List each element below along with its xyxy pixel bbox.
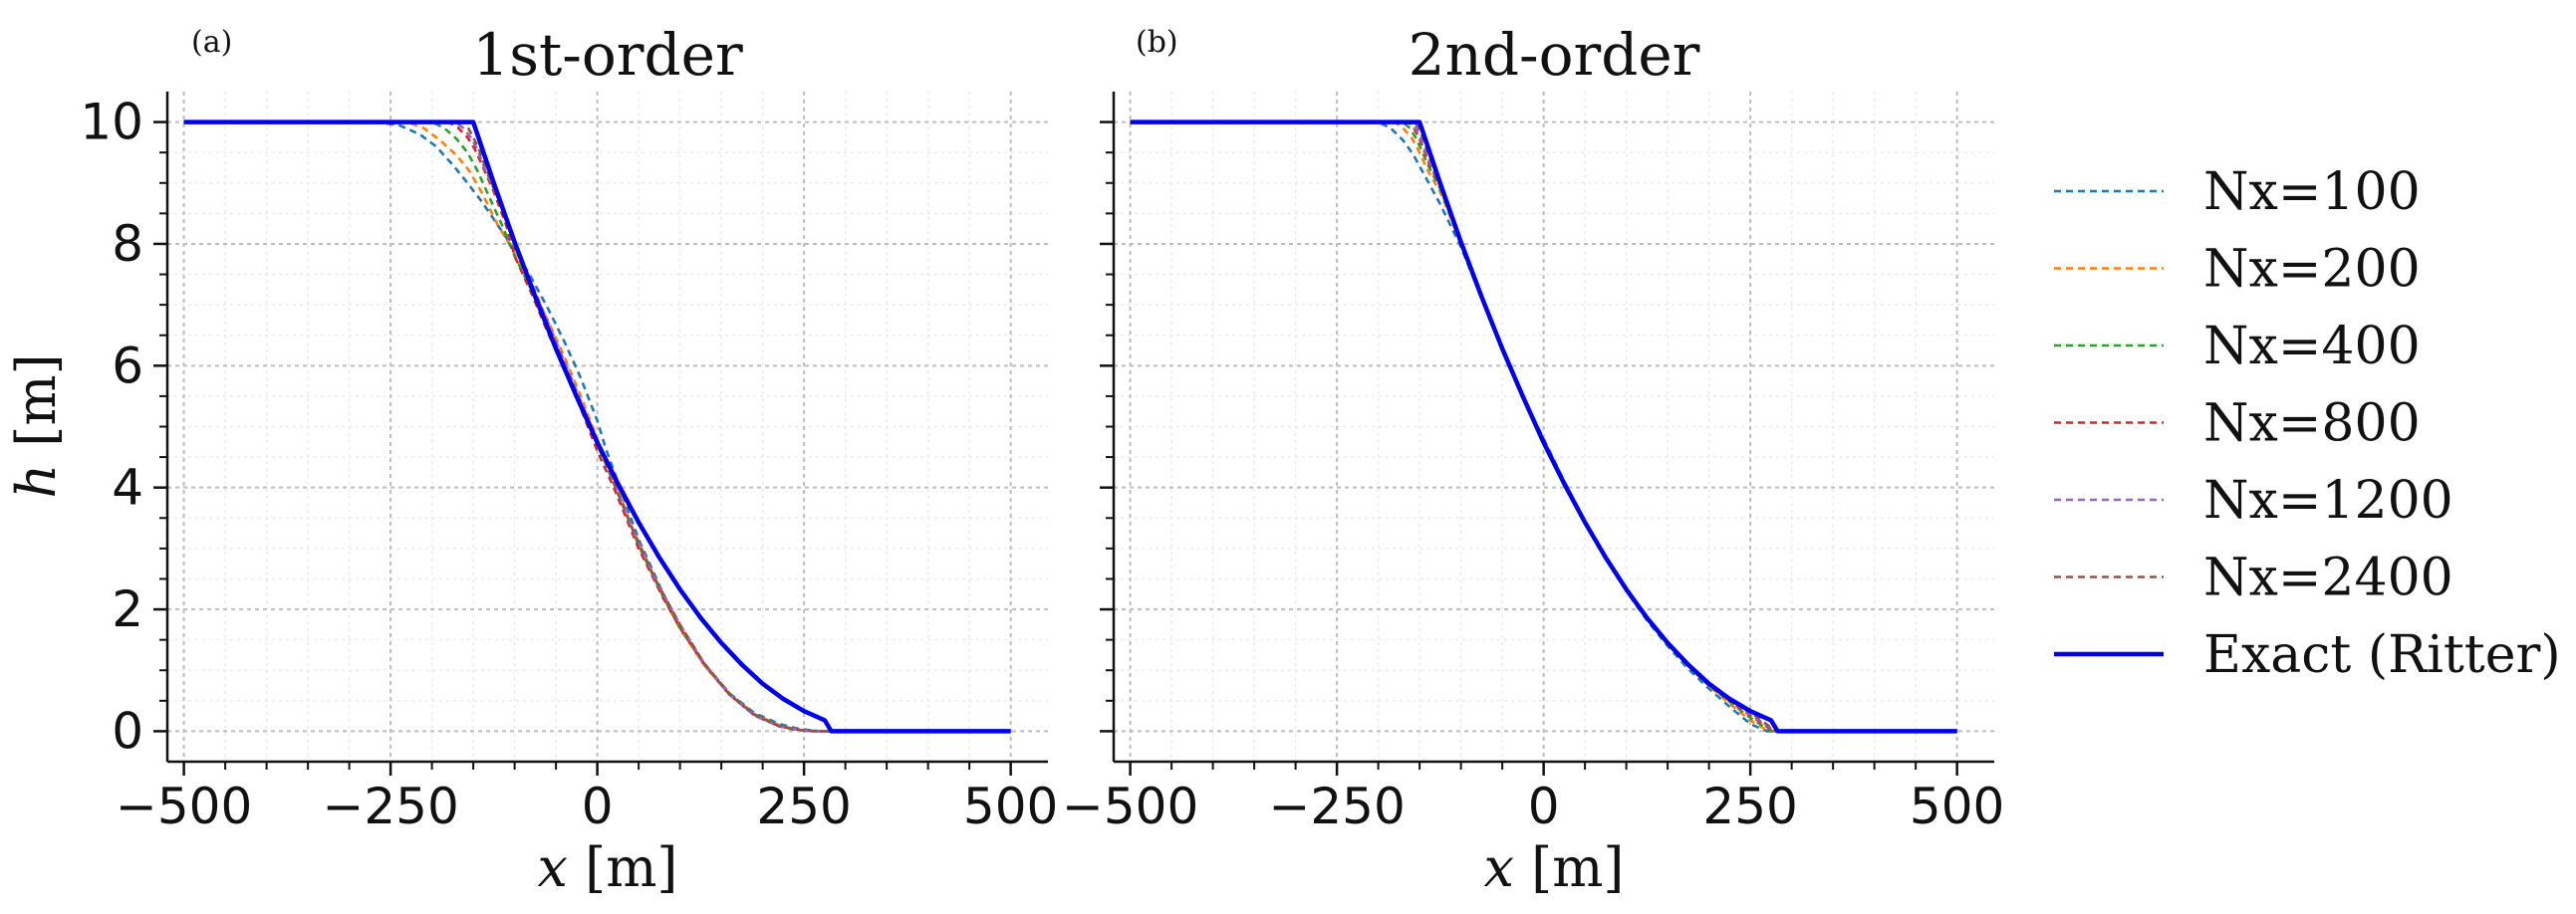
ticks-b: −500 −250 0 250 500 xyxy=(1062,120,2004,835)
x-tick-label: 0 xyxy=(582,778,614,835)
x-tick-label: −250 xyxy=(322,778,458,835)
ticks-a: −500 −250 0 250 500 0 2 4 6 8 10 xyxy=(80,94,1058,835)
series-line-a-exact-ritter- xyxy=(183,119,1011,734)
y-axis-unit-a: [m] xyxy=(5,353,68,464)
x-tick-label: −500 xyxy=(116,778,252,835)
grid-a xyxy=(167,92,1048,762)
y-axis-var-a: h xyxy=(5,464,68,499)
x-tick-label: −250 xyxy=(1268,778,1405,835)
x-tick-label: 500 xyxy=(1910,778,2004,835)
x-axis-var-b: x xyxy=(1484,836,1514,899)
x-tick-label: 500 xyxy=(963,778,1058,835)
x-tick-label: −500 xyxy=(1062,778,1198,835)
series-line-a-nx-100 xyxy=(183,120,1011,733)
panel-a: −500 −250 0 250 500 0 2 4 6 8 10 (a) 1st-order x [… xyxy=(5,21,1058,899)
x-axis-label-b: x [m] xyxy=(1484,836,1625,899)
y-tick-label: 4 xyxy=(112,459,143,517)
panel-b: −500 −250 0 250 500 (b) 2nd-order x [m] xyxy=(1062,21,2004,899)
legend-label: Nx=200 xyxy=(2203,240,2421,300)
series-line-a-nx-2400 xyxy=(183,120,1011,733)
y-tick-label: 8 xyxy=(112,215,143,273)
series-group-a xyxy=(183,119,1011,734)
legend: Nx=100 Nx=200 Nx=400 Nx=800 Nx=1200 Nx=2400 Ex… xyxy=(2054,162,2561,685)
x-axis-var-a: x xyxy=(538,836,568,899)
legend-label: Nx=800 xyxy=(2203,394,2421,454)
chart-title-a: 1st-order xyxy=(472,21,743,89)
grid-b xyxy=(1114,92,1994,762)
series-line-a-nx-800 xyxy=(183,120,1011,733)
x-tick-label: 250 xyxy=(756,778,851,835)
legend-label: Nx=1200 xyxy=(2203,471,2453,531)
y-axis-label-a: h [m] xyxy=(5,353,68,498)
y-tick-label: 2 xyxy=(112,580,143,638)
x-axis-label-a: x [m] xyxy=(538,836,678,899)
legend-label: Exact (Ritter) xyxy=(2203,625,2561,685)
panel-label-b: (b) xyxy=(1136,25,1178,60)
legend-label: Nx=400 xyxy=(2203,317,2421,376)
y-tick-label: 6 xyxy=(112,337,143,394)
panel-label-a: (a) xyxy=(191,25,232,60)
x-tick-label: 250 xyxy=(1702,778,1797,835)
y-tick-label: 0 xyxy=(112,702,143,760)
x-tick-label: 0 xyxy=(1528,778,1560,835)
legend-label: Nx=2400 xyxy=(2203,549,2453,608)
series-line-b-exact-ritter- xyxy=(1130,119,1957,734)
x-axis-unit-b: [m] xyxy=(1514,836,1625,899)
chart-title-b: 2nd-order xyxy=(1409,21,1700,89)
legend-label: Nx=100 xyxy=(2203,162,2421,222)
x-axis-unit-a: [m] xyxy=(568,836,678,899)
series-group-b xyxy=(1130,119,1957,734)
y-tick-label: 10 xyxy=(80,94,143,151)
